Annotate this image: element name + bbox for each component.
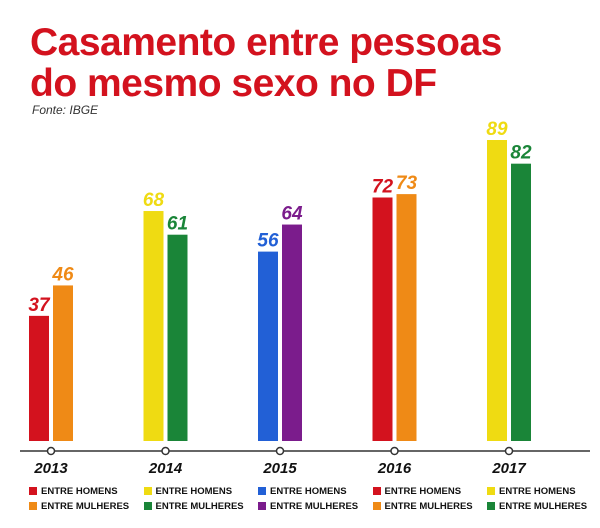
data-label-2014-mulheres: 61 — [167, 214, 188, 235]
data-label-2014-homens: 68 — [143, 190, 165, 211]
legend-label: ENTRE HOMENS — [155, 485, 233, 497]
legend-swatch — [29, 487, 37, 495]
x-axis-marker-2015 — [275, 446, 285, 456]
chart-title: Casamento entre pessoas do mesmo sexo no… — [30, 22, 502, 104]
legend-item-2015-homens: ENTRE HOMENS — [258, 484, 347, 498]
legend-item-2017-mulheres: ENTRE MULHERES — [487, 499, 587, 513]
bar-2013-mulheres — [53, 285, 73, 441]
data-label-2016-homens: 72 — [372, 176, 394, 197]
legend-item-2013-mulheres: ENTRE MULHERES — [29, 499, 129, 513]
legend-label: ENTRE MULHERES — [155, 500, 244, 512]
x-axis-marker-2016 — [390, 446, 399, 456]
bar-2017-mulheres — [511, 163, 531, 441]
chart-title-line-2: do mesmo sexo no DF — [30, 62, 437, 105]
data-label-2013-mulheres: 46 — [51, 264, 74, 285]
chart-title-line-1: Casamento entre pessoas — [30, 21, 502, 64]
bar-2013-homens — [29, 315, 49, 441]
legend-item-2014-homens: ENTRE HOMENS — [143, 484, 233, 498]
bar-2015-homens — [258, 251, 278, 441]
legend-label: ENTRE MULHERES — [499, 500, 588, 512]
legend-swatch — [487, 502, 495, 510]
legend-item-2014-mulheres: ENTRE MULHERES — [143, 499, 244, 513]
legend-item-2013-homens: ENTRE HOMENS — [29, 484, 118, 498]
legend-swatch — [143, 502, 152, 510]
legend-swatch — [258, 502, 266, 510]
chart-source: Fonte: IBGE — [32, 103, 99, 117]
bar-2016-mulheres — [396, 194, 417, 441]
legend-swatch — [143, 487, 152, 495]
x-tick-label-2017: 2017 — [491, 460, 526, 477]
bar-2016-homens — [372, 197, 393, 441]
legend-label: ENTRE HOMENS — [41, 485, 118, 497]
bar-2014-homens — [143, 211, 164, 441]
legend-swatch — [29, 502, 37, 510]
legend-item-2016-mulheres: ENTRE MULHERES — [372, 499, 473, 513]
data-label-2016-mulheres: 73 — [396, 173, 418, 194]
legend-item-2016-homens: ENTRE HOMENS — [372, 484, 462, 498]
legend-label: ENTRE HOMENS — [384, 485, 462, 497]
bar-2015-mulheres — [282, 224, 302, 441]
data-label-2017-homens: 89 — [486, 119, 508, 140]
x-axis-marker-2013 — [46, 446, 56, 456]
x-tick-label-2016: 2016 — [377, 460, 412, 477]
legend-swatch — [258, 487, 266, 495]
data-label-2013-homens: 37 — [28, 295, 51, 316]
bar-2017-homens — [487, 140, 507, 441]
x-tick-label-2015: 2015 — [262, 460, 297, 477]
x-tick-label-2014: 2014 — [148, 460, 183, 477]
chart-legend: ENTRE HOMENS ENTRE MULHERES ENTRE HOMENS EN… — [0, 484, 600, 524]
x-tick-label-2013: 2013 — [33, 460, 68, 477]
legend-label: ENTRE HOMENS — [499, 485, 576, 497]
data-label-2017-mulheres: 82 — [510, 143, 532, 164]
bar-2014-mulheres — [167, 234, 188, 441]
x-axis-marker-2017 — [504, 446, 514, 456]
x-axis-marker-2014 — [161, 446, 170, 456]
legend-item-2017-homens: ENTRE HOMENS — [487, 484, 576, 498]
data-label-2015-mulheres: 64 — [281, 204, 303, 225]
legend-swatch — [372, 487, 381, 495]
legend-label: ENTRE MULHERES — [384, 500, 473, 512]
legend-label: ENTRE HOMENS — [270, 485, 347, 497]
legend-label: ENTRE MULHERES — [41, 500, 130, 512]
legend-label: ENTRE MULHERES — [270, 500, 359, 512]
legend-swatch — [372, 502, 381, 510]
legend-item-2015-mulheres: ENTRE MULHERES — [258, 499, 358, 513]
data-label-2015-homens: 56 — [257, 231, 279, 252]
legend-swatch — [487, 487, 495, 495]
